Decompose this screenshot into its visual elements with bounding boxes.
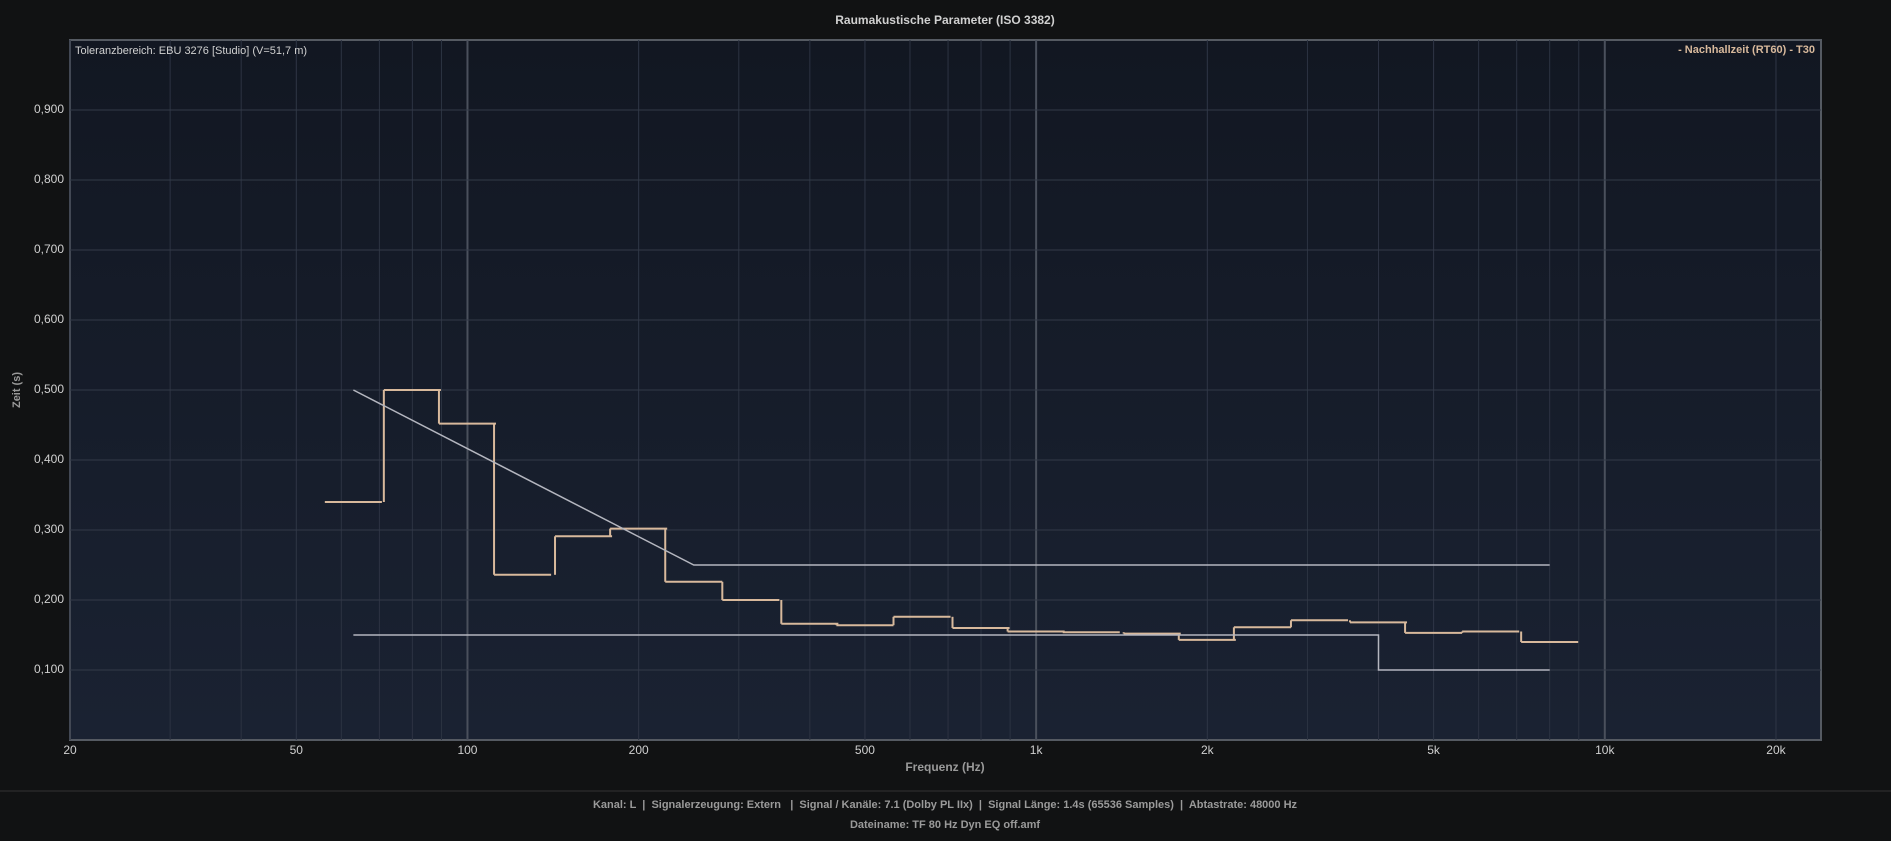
y-tick-label: 0,700 xyxy=(34,242,64,256)
annotation: Toleranzbereich: EBU 3276 [Studio] (V=51… xyxy=(75,45,307,57)
x-tick-label: 200 xyxy=(629,743,649,757)
y-tick-label: 0,200 xyxy=(34,592,64,606)
x-tick-label: 1k xyxy=(1030,743,1044,757)
y-tick-label: 0,400 xyxy=(34,452,64,466)
footer-file: Dateiname: TF 80 Hz Dyn EQ off.amf xyxy=(850,819,1040,831)
y-tick-label: 0,800 xyxy=(34,172,64,186)
y-tick-label: 0,300 xyxy=(34,522,64,536)
y-tick-label: 0,100 xyxy=(34,662,64,676)
chart-title: Raumakustische Parameter (ISO 3382) xyxy=(835,13,1054,27)
y-axis-label: Zeit (s) xyxy=(11,372,23,408)
x-tick-label: 20k xyxy=(1766,743,1786,757)
legend-entry: - Nachhallzeit (RT60) - T30 xyxy=(1678,44,1815,56)
x-tick-label: 5k xyxy=(1427,743,1441,757)
x-tick-label: 10k xyxy=(1595,743,1615,757)
tolerance-line xyxy=(353,389,1550,566)
y-tick-label: 0,900 xyxy=(34,102,64,116)
y-tick-label: 0,500 xyxy=(34,382,64,396)
x-tick-label: 500 xyxy=(855,743,875,757)
x-tick-label: 2k xyxy=(1201,743,1215,757)
x-tick-label: 50 xyxy=(290,743,304,757)
x-tick-label: 20 xyxy=(63,743,77,757)
x-axis-label: Frequenz (Hz) xyxy=(905,760,984,774)
tolerance-line xyxy=(353,634,1550,671)
footer-info: Kanal: L | Signalerzeugung: Extern | Sig… xyxy=(593,799,1298,811)
y-tick-label: 0,600 xyxy=(34,312,64,326)
x-tick-label: 100 xyxy=(457,743,477,757)
